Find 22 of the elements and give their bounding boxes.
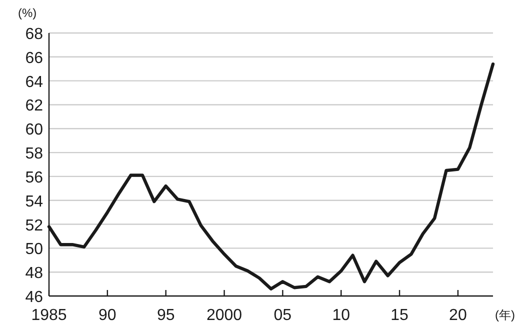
x-tick-label: 15 [390, 307, 409, 324]
y-tick-label: 58 [25, 146, 44, 163]
x-tick-label: 1985 [31, 307, 67, 324]
y-tick-label: 50 [25, 241, 44, 258]
x-tick-label: 05 [274, 307, 292, 324]
y-tick-label: 60 [25, 122, 44, 139]
y-tick-label: 52 [25, 217, 44, 234]
y-tick-label: 46 [25, 289, 44, 306]
x-tick-label: 95 [156, 307, 175, 324]
y-tick-label: 64 [25, 74, 44, 91]
y-tick-label: 56 [25, 169, 44, 186]
x-tick-label: 10 [332, 307, 350, 324]
x-tick-label: 90 [98, 307, 116, 324]
x-tick-label: 20 [449, 307, 467, 324]
y-tick-label: 48 [25, 265, 44, 282]
y-tick-label: 68 [25, 26, 44, 43]
y-tick-label: 62 [25, 98, 44, 115]
y-axis-title: (%) [18, 6, 37, 20]
x-axis-title: (年) [495, 308, 515, 322]
y-tick-label: 66 [25, 50, 44, 67]
y-tick-label: 54 [25, 193, 44, 210]
x-tick-label: 2000 [206, 307, 242, 324]
